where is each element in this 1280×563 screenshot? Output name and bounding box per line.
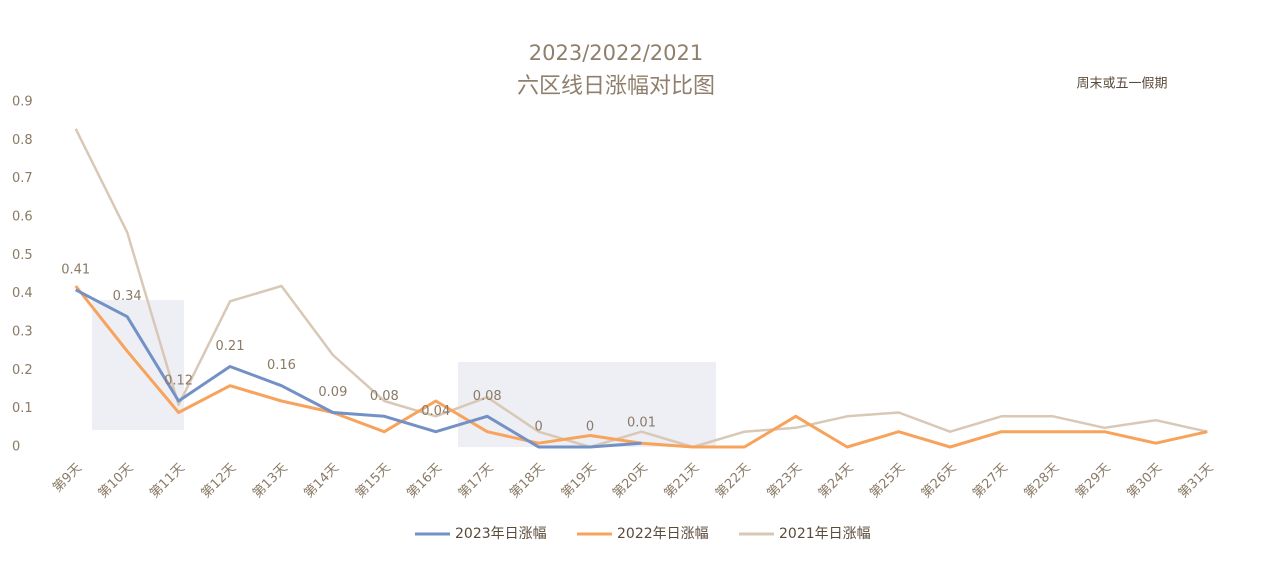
annotation: 周末或五一假期 bbox=[1076, 77, 1167, 92]
x-tick-label: 第13天 bbox=[250, 461, 291, 502]
x-tick-label: 第14天 bbox=[302, 461, 343, 502]
x-tick-label: 第25天 bbox=[867, 461, 908, 502]
legend-label: 2021年日涨幅 bbox=[779, 526, 871, 542]
data-label: 0.34 bbox=[113, 289, 142, 304]
data-label: 0.04 bbox=[421, 404, 450, 419]
x-tick-label: 第12天 bbox=[199, 461, 240, 502]
data-label: 0.16 bbox=[267, 358, 296, 373]
data-label: 0 bbox=[586, 420, 594, 435]
x-tick-label: 第18天 bbox=[507, 461, 548, 502]
x-tick-label: 第22天 bbox=[713, 461, 754, 502]
data-label: 0.01 bbox=[627, 416, 656, 431]
x-tick-label: 第21天 bbox=[662, 461, 703, 502]
y-tick-label: 0.2 bbox=[12, 363, 33, 378]
y-tick-label: 0.3 bbox=[12, 325, 33, 340]
y-tick-label: 0.6 bbox=[12, 210, 33, 225]
x-tick-label: 第29天 bbox=[1073, 461, 1114, 502]
x-tick-label: 第11天 bbox=[147, 461, 188, 502]
x-tick-label: 第19天 bbox=[559, 461, 600, 502]
x-tick-label: 第30天 bbox=[1124, 461, 1165, 502]
y-tick-label: 0.1 bbox=[12, 401, 33, 416]
y-tick-label: 0.9 bbox=[12, 95, 33, 110]
data-label: 0.08 bbox=[370, 389, 399, 404]
x-tick-label: 第10天 bbox=[96, 461, 137, 502]
x-tick-label: 第24天 bbox=[816, 461, 857, 502]
holiday-band bbox=[458, 362, 716, 447]
chart-title: 2023/2022/2021 bbox=[529, 41, 703, 65]
y-tick-label: 0 bbox=[12, 440, 20, 455]
y-tick-label: 0.4 bbox=[12, 286, 33, 301]
y-tick-label: 0.5 bbox=[12, 248, 33, 263]
data-label: 0.41 bbox=[61, 262, 90, 277]
x-tick-label: 第31天 bbox=[1176, 461, 1217, 502]
x-tick-label: 第27天 bbox=[970, 461, 1011, 502]
x-tick-label: 第15天 bbox=[353, 461, 394, 502]
y-tick-label: 0.8 bbox=[12, 133, 33, 148]
data-label: 0 bbox=[534, 420, 542, 435]
x-tick-label: 第23天 bbox=[764, 461, 805, 502]
x-tick-label: 第28天 bbox=[1022, 461, 1063, 502]
legend-label: 2022年日涨幅 bbox=[617, 526, 709, 542]
series-line bbox=[75, 288, 642, 449]
legend-label: 2023年日涨幅 bbox=[455, 526, 547, 542]
y-tick-label: 0.7 bbox=[12, 171, 33, 186]
data-label: 0.09 bbox=[318, 385, 347, 400]
chart-subtitle: 六区线日涨幅对比图 bbox=[517, 74, 715, 99]
data-label: 0.08 bbox=[473, 389, 502, 404]
x-tick-label: 第20天 bbox=[610, 461, 651, 502]
x-tick-label: 第16天 bbox=[404, 461, 445, 502]
x-tick-label: 第17天 bbox=[456, 461, 497, 502]
data-label: 0.12 bbox=[164, 374, 193, 389]
data-label: 0.21 bbox=[216, 339, 245, 354]
series-line bbox=[74, 128, 1208, 449]
x-tick-label: 第9天 bbox=[50, 461, 85, 496]
x-tick-label: 第26天 bbox=[919, 461, 960, 502]
